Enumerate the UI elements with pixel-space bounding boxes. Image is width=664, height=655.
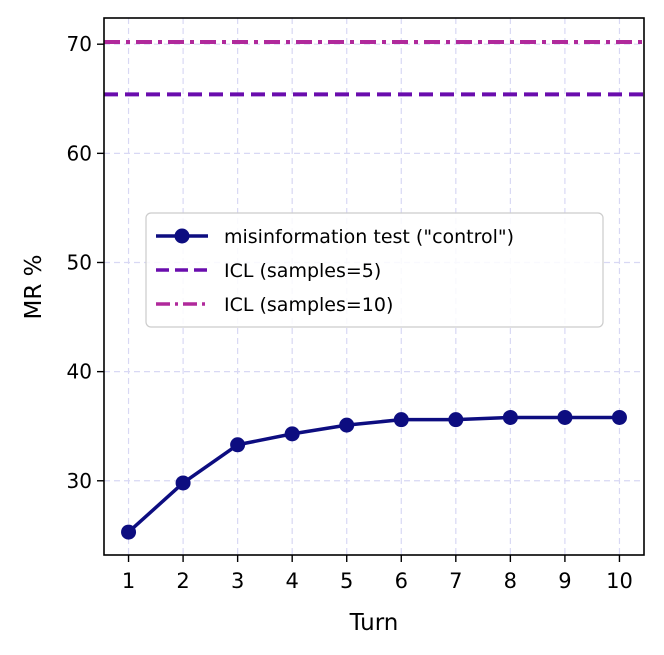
control-data-point bbox=[284, 426, 300, 442]
legend-label-icl5: ICL (samples=5) bbox=[224, 260, 381, 282]
control-data-point bbox=[339, 417, 355, 433]
legend-label-control: misinformation test ("control") bbox=[224, 226, 514, 248]
x-axis-ticks: 1 2 3 4 5 6 7 8 9 10 bbox=[122, 555, 633, 593]
legend-label-icl10: ICL (samples=10) bbox=[224, 294, 393, 316]
control-data-point bbox=[121, 524, 137, 540]
x-tick-label: 7 bbox=[449, 569, 462, 593]
plot-frame bbox=[103, 17, 645, 556]
control-data-point bbox=[175, 475, 191, 491]
x-tick-label: 6 bbox=[395, 569, 408, 593]
series-line bbox=[121, 409, 627, 540]
y-axis-label: MR % bbox=[21, 255, 47, 320]
x-tick-label: 8 bbox=[504, 569, 517, 593]
control-data-point bbox=[393, 412, 409, 428]
x-tick-label: 3 bbox=[231, 569, 244, 593]
x-tick-label: 5 bbox=[340, 569, 353, 593]
y-tick-label: 30 bbox=[67, 469, 92, 493]
x-tick-label: 10 bbox=[606, 569, 633, 593]
control-data-point bbox=[557, 409, 573, 425]
x-tick-label: 4 bbox=[285, 569, 298, 593]
y-tick-label: 60 bbox=[67, 141, 92, 165]
x-tick-label: 2 bbox=[176, 569, 189, 593]
y-tick-label: 40 bbox=[67, 360, 92, 384]
y-tick-label: 50 bbox=[67, 250, 92, 274]
x-axis-label: Turn bbox=[349, 610, 399, 636]
y-axis-ticks: 30 40 50 60 70 bbox=[67, 32, 104, 493]
control-data-point bbox=[448, 412, 464, 428]
control-data-point bbox=[502, 409, 518, 425]
legend-marker-control bbox=[174, 228, 190, 244]
control-data-point bbox=[611, 409, 627, 425]
legend-box bbox=[145, 212, 604, 328]
control-data-point bbox=[230, 437, 246, 453]
y-tick-label: 70 bbox=[67, 32, 92, 56]
x-tick-label: 9 bbox=[558, 569, 571, 593]
x-tick-label: 1 bbox=[122, 569, 135, 593]
control-series-line bbox=[127, 415, 620, 534]
reference-lines bbox=[104, 40, 644, 97]
legend: misinformation test ("control") ICL (sam… bbox=[145, 212, 604, 328]
